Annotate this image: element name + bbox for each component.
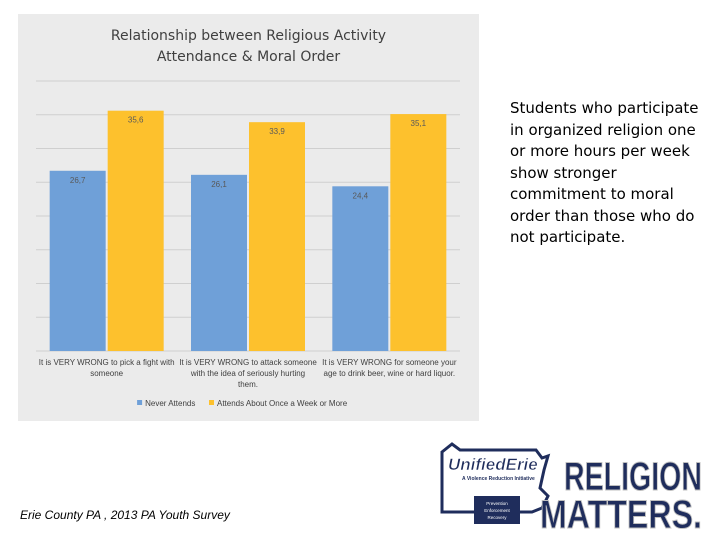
x-tick-label: age to drink beer, wine or hard liquor. [324, 369, 456, 378]
chart-panel: Relationship between Religious Activity … [18, 14, 479, 421]
data-label: 35,6 [128, 116, 144, 125]
data-label: 26,1 [211, 180, 227, 189]
logo-headline-matters: MATTERS. [540, 493, 702, 536]
legend-entry: Attends About Once a Week or More [217, 399, 348, 408]
logo-badge [474, 496, 520, 524]
legend-swatch [137, 400, 143, 405]
bar-chart: 26,7 35,6 It is VERY WRONG to pick a fight… [36, 80, 460, 408]
logo-tagline: A Violence Reduction Initiative [462, 476, 535, 482]
data-label: 35,1 [411, 119, 427, 128]
bar [249, 122, 305, 351]
logo-badge-line-2: Enforcement [484, 508, 510, 513]
bar [390, 114, 447, 351]
data-label: 26,7 [70, 176, 86, 185]
logo-badge-line-1: Prevention [486, 501, 508, 506]
logo-badge-line-3: Recovery [487, 515, 507, 520]
bar [107, 110, 164, 351]
logo-brand: UnifiedErie [448, 455, 538, 474]
x-tick-label: It is VERY WRONG to attack someone [179, 358, 317, 367]
data-label: 33,9 [269, 127, 285, 136]
x-tick-label: It is VERY WRONG to pick a fight with [39, 358, 175, 367]
logo-headline-religion: RELIGION [564, 455, 702, 499]
x-tick-label: It is VERY WRONG for someone your [322, 358, 457, 367]
religion-matters-logo: UnifiedErie A Violence Reduction Initiat… [440, 442, 703, 536]
data-label: 24,4 [353, 191, 369, 200]
pennsylvania-map-icon [440, 442, 551, 514]
x-tick-label: with the idea of seriously hurting [190, 369, 305, 378]
source-citation: Erie County PA , 2013 PA Youth Survey [20, 508, 230, 522]
chart-title: Relationship between Religious Activity … [110, 28, 387, 65]
x-tick-label: someone [90, 369, 123, 378]
bar [332, 186, 389, 351]
legend-entry: Never Attends [145, 399, 195, 408]
legend-swatch [209, 400, 214, 405]
bar [191, 174, 247, 351]
bar [49, 170, 106, 351]
x-tick-label: them. [238, 380, 258, 389]
summary-text: Students who participate in organized re… [510, 99, 699, 246]
